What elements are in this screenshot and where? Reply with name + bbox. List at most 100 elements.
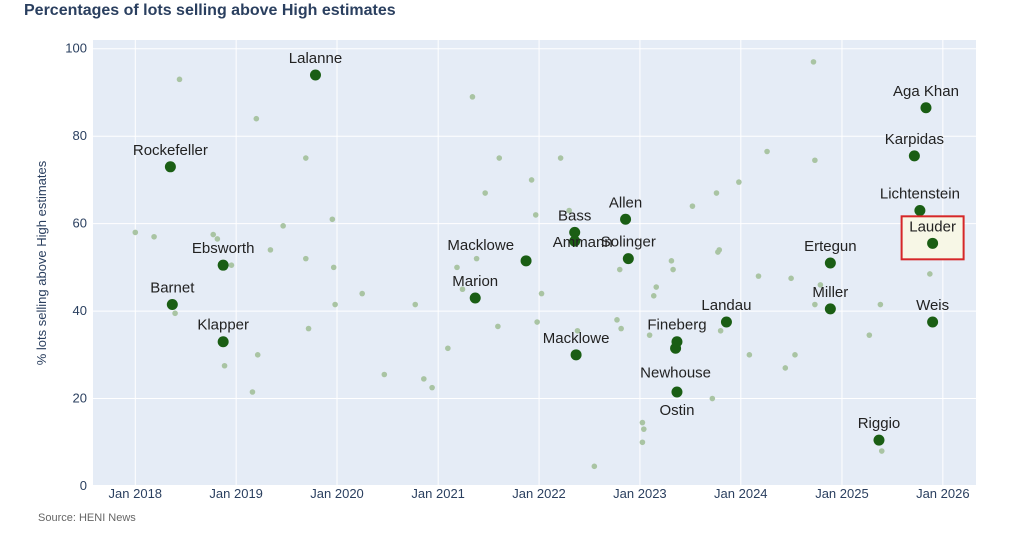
highlight-point <box>166 299 178 311</box>
background-point <box>496 155 503 161</box>
point-label: Klapper <box>197 317 249 334</box>
background-point <box>717 327 724 334</box>
background-point <box>788 275 794 282</box>
background-point <box>574 327 581 334</box>
background-point <box>253 115 260 122</box>
point-label: Allen <box>609 194 642 211</box>
background-point <box>445 345 451 352</box>
background-point <box>305 325 312 332</box>
background-point <box>668 258 675 264</box>
background-point <box>495 323 501 330</box>
background-point <box>254 352 261 358</box>
background-point <box>618 325 624 332</box>
source-note: Source: HENI News <box>38 512 136 524</box>
highlight-point <box>217 259 229 271</box>
y-tick-label: 40 <box>73 303 87 318</box>
x-tick-label: Jan 2020 <box>310 486 364 501</box>
highlight-point <box>927 316 939 328</box>
background-point <box>736 179 742 185</box>
background-point <box>249 389 256 395</box>
background-point <box>332 301 338 308</box>
background-point <box>473 255 480 262</box>
highlight-point <box>670 342 682 354</box>
background-point <box>172 310 178 317</box>
point-label: Landau <box>701 297 751 314</box>
point-label: Macklowe <box>543 330 610 347</box>
background-point <box>482 190 488 196</box>
point-label: Fineberg <box>647 317 706 334</box>
y-tick-label: 0 <box>80 478 87 493</box>
x-tick-label: Jan 2021 <box>411 486 465 501</box>
y-tick-label: 20 <box>73 391 87 406</box>
background-point <box>670 266 676 273</box>
highlighted-points <box>164 69 965 446</box>
highlight-point <box>520 255 532 267</box>
x-tick-label: Jan 2018 <box>109 486 163 501</box>
highlight-point <box>569 226 581 238</box>
background-point <box>429 384 435 391</box>
background-point <box>614 317 620 323</box>
background-point <box>689 203 696 209</box>
point-label: Aga Khan <box>893 83 959 100</box>
background-point <box>532 212 539 218</box>
point-label: Ertegun <box>804 238 857 255</box>
background-point <box>151 233 157 240</box>
chart-title: Percentages of lots selling above High e… <box>24 2 396 19</box>
background-point <box>459 286 466 293</box>
highlight-point <box>908 150 920 162</box>
background-point <box>591 463 598 470</box>
point-label: Newhouse <box>640 364 711 381</box>
point-label: Riggio <box>858 415 901 432</box>
point-label: Ammann <box>553 234 613 251</box>
highlight-point <box>469 292 481 304</box>
highlight-point <box>824 257 836 269</box>
x-tick-label: Jan 2023 <box>613 486 667 501</box>
background-point <box>792 352 798 358</box>
x-tick-label: Jan 2026 <box>916 486 970 501</box>
highlight-point <box>309 69 321 81</box>
x-tick-label: Jan 2024 <box>714 486 768 501</box>
background-point <box>421 376 427 382</box>
highlight-point <box>671 386 683 398</box>
background-point <box>280 223 286 229</box>
background-point <box>566 207 572 214</box>
background-point <box>709 395 716 402</box>
y-tick-label: 80 <box>73 128 87 143</box>
background-point <box>176 76 183 83</box>
background-point <box>764 148 770 155</box>
highlight-point <box>217 336 229 348</box>
background-point <box>359 290 365 297</box>
point-label: Lauder <box>909 218 956 235</box>
background-point <box>412 301 419 308</box>
background-point <box>817 282 824 288</box>
highlight-point <box>914 205 926 217</box>
point-label: Ostin <box>659 402 694 419</box>
y-tick-label: 100 <box>65 41 87 56</box>
y-axis-title: % lots selling above High estimates <box>34 160 49 365</box>
background-point <box>616 266 623 273</box>
point-label: Lalanne <box>289 50 342 67</box>
point-label: Marion <box>452 273 498 290</box>
background-point <box>755 273 762 279</box>
background-point <box>469 94 476 100</box>
background-point <box>646 332 653 338</box>
background-point <box>534 319 540 325</box>
point-label: Karpidas <box>885 131 944 148</box>
point-label: Ebsworth <box>192 240 255 257</box>
highlight-point <box>164 161 176 173</box>
background-point <box>812 301 818 308</box>
background-point <box>639 439 646 446</box>
highlight-point <box>720 316 732 328</box>
background-point <box>538 290 545 297</box>
background-point <box>782 365 789 371</box>
background-point <box>228 262 235 268</box>
point-label: Weis <box>916 297 949 314</box>
highlight-point <box>622 253 634 265</box>
background-point <box>330 264 337 271</box>
gridlines <box>93 40 976 487</box>
point-label: Miller <box>812 284 848 301</box>
point-label: Rockefeller <box>133 142 208 159</box>
background-point <box>329 216 336 223</box>
y-tick-label: 60 <box>73 216 87 231</box>
